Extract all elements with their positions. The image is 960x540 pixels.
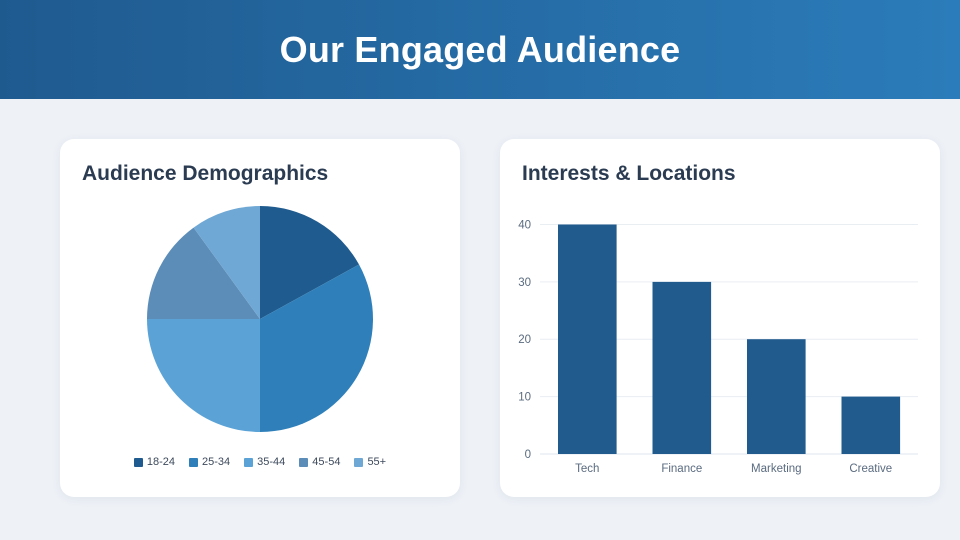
card-title-demographics: Audience Demographics [82, 162, 329, 185]
x-tick-label-Creative: Creative [849, 463, 892, 475]
y-tick-label-20: 20 [518, 334, 531, 346]
card-audience-demographics: Audience Demographics 18-24 25-34 35-44 45-… [60, 139, 460, 497]
y-tick-label-0: 0 [525, 449, 531, 461]
pie-chart [60, 199, 460, 439]
pie-slice-45-54 [147, 227, 260, 319]
legend-swatch-icon [189, 458, 199, 467]
pie-slice-35-44 [147, 319, 260, 432]
bar-Creative [841, 396, 901, 454]
legend-label: 35-44 [257, 456, 286, 468]
x-axis-tick-labels: Tech Finance Marketing Creative [575, 463, 892, 475]
y-tick-label-10: 10 [518, 392, 531, 404]
pie-slice-18-24 [260, 206, 360, 319]
bar-Marketing [747, 339, 806, 454]
legend-label: 25-34 [202, 456, 231, 468]
legend-item-55+: 55+ [354, 457, 386, 468]
legend-item-45-54: 45-54 [299, 457, 340, 468]
pie-legend: 18-24 25-34 35-44 45-54 55+ [60, 457, 460, 468]
y-tick-label-30: 30 [518, 277, 531, 289]
page-title: Our Engaged Audience [279, 28, 681, 70]
legend-item-18-24: 18-24 [133, 456, 176, 468]
y-axis-tick-labels: 0 10 20 30 40 [518, 220, 531, 462]
legend-swatch-icon [133, 458, 143, 467]
legend-label: 45-54 [312, 456, 341, 468]
bar-Finance [652, 281, 712, 454]
legend-swatch-icon [354, 458, 364, 467]
bar-Tech [558, 224, 617, 454]
legend-label: 18-24 [146, 456, 176, 468]
pie-slice-group [147, 206, 373, 432]
y-tick-label-40: 40 [518, 220, 531, 232]
x-tick-label-Tech: Tech [575, 463, 599, 475]
legend-item-35-44: 35-44 [244, 457, 285, 468]
bar-group [558, 224, 901, 454]
pie-slice-25-34 [260, 264, 373, 432]
legend-swatch-icon [299, 458, 309, 467]
bar-chart: 0 10 20 30 40 Tech Finance Marketing Creative [500, 201, 940, 486]
x-tick-label-Finance: Finance [661, 463, 702, 475]
legend-swatch-icon [244, 458, 254, 467]
card-interests-locations: Interests & Locations 0 10 20 30 40 Tech Fina… [500, 139, 940, 497]
slide-header: Our Engaged Audience [0, 0, 960, 99]
pie-slice-55+ [193, 206, 260, 319]
card-title-interests: Interests & Locations [522, 162, 736, 185]
bar-chart-svg: 0 10 20 30 40 Tech Finance Marketing Creative [518, 220, 918, 475]
legend-item-25-34: 25-34 [189, 457, 230, 468]
x-tick-label-Marketing: Marketing [751, 463, 802, 475]
pie-chart-svg [147, 206, 373, 432]
legend-label: 55+ [367, 456, 387, 468]
